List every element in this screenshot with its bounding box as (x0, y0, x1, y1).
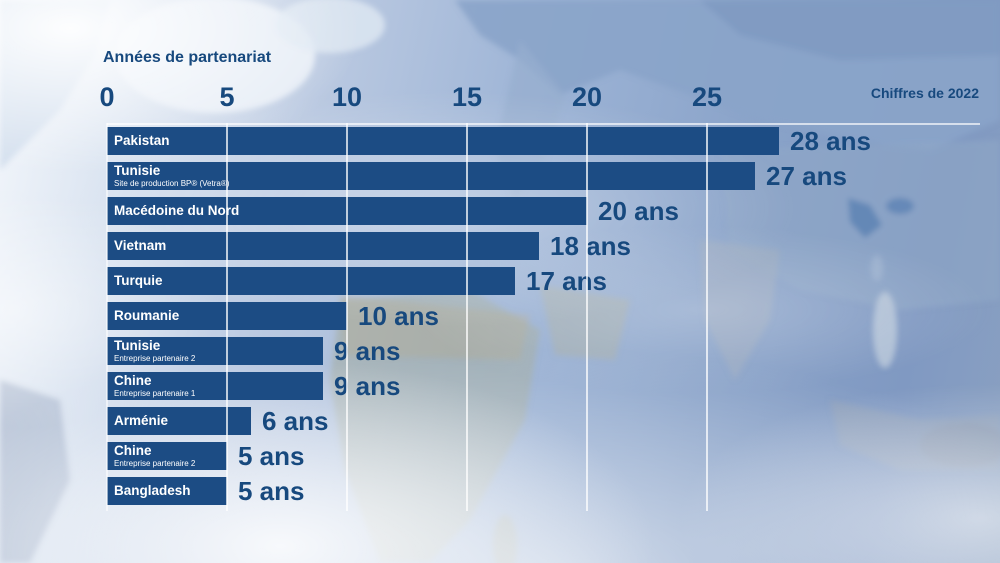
gridline (346, 123, 348, 511)
bar-row: Bangladesh 5 ans (107, 475, 305, 506)
country-label: Arménie (114, 413, 169, 428)
country-label: Turquie (114, 273, 163, 288)
bar-row: Chine Entreprise partenaire 2 5 ans (107, 440, 305, 471)
country-label: Roumanie (114, 308, 180, 323)
country-label: Bangladesh (114, 483, 191, 498)
value-label: 9 ans (334, 370, 401, 401)
bar-row: Pakistan 28 ans (107, 125, 871, 156)
bar: Chine Entreprise partenaire 1 (107, 372, 323, 400)
bar-row: Tunisie Entreprise partenaire 2 9 ans (107, 335, 401, 366)
bar: Chine Entreprise partenaire 2 (107, 442, 227, 470)
chart-title: Années de partenariat (103, 49, 272, 66)
value-label: 20 ans (598, 195, 679, 226)
bar: Bangladesh (107, 477, 227, 505)
value-label: 27 ans (766, 160, 847, 191)
axis-tick-label: 5 (219, 82, 235, 112)
bar-row: Macédoine du Nord 20 ans (107, 195, 679, 226)
country-label: Vietnam (114, 238, 167, 253)
axis-tick-label: 20 (571, 82, 603, 112)
value-label: 9 ans (334, 335, 401, 366)
axis-tick-label: 10 (331, 82, 363, 112)
country-sublabel: Site de production BP® (Vetra®) (114, 179, 230, 188)
country-sublabel: Entreprise partenaire 2 (114, 354, 196, 363)
country-label: Chine (114, 443, 152, 458)
axis-tick-label: 0 (99, 82, 115, 112)
value-label: 6 ans (262, 405, 329, 436)
country-sublabel: Entreprise partenaire 1 (114, 389, 196, 398)
value-label: 5 ans (238, 475, 305, 506)
bar-row: Arménie 6 ans (107, 405, 329, 436)
bar: Turquie (107, 267, 515, 295)
value-label: 5 ans (238, 440, 305, 471)
gridline (706, 123, 708, 511)
bar: Arménie (107, 407, 251, 435)
bar-row: Turquie 17 ans (107, 265, 607, 296)
value-label: 28 ans (790, 125, 871, 156)
country-label: Chine (114, 373, 152, 388)
country-label: Macédoine du Nord (114, 203, 240, 218)
figures-year-note: Chiffres de 2022 (870, 85, 979, 101)
zero-axis-line (106, 123, 108, 511)
axis-tick-label: 15 (451, 82, 483, 112)
country-label: Tunisie (114, 163, 161, 178)
bar: Tunisie Entreprise partenaire 2 (107, 337, 323, 365)
gridline (466, 123, 468, 511)
bar: Vietnam (107, 232, 539, 260)
country-label: Tunisie (114, 338, 161, 353)
value-label: 17 ans (526, 265, 607, 296)
bar: Tunisie Site de production BP® (Vetra®) (107, 162, 755, 190)
value-label: 10 ans (358, 300, 439, 331)
value-label: 18 ans (550, 230, 631, 261)
plot-top-border (107, 123, 980, 125)
bar-row: Chine Entreprise partenaire 1 9 ans (107, 370, 401, 401)
gridline (586, 123, 588, 511)
axis-tick-label: 25 (691, 82, 723, 112)
country-sublabel: Entreprise partenaire 2 (114, 459, 196, 468)
bar-row: Roumanie 10 ans (107, 300, 439, 331)
bar-row: Vietnam 18 ans (107, 230, 631, 261)
bar: Pakistan (107, 127, 779, 155)
bar-row: Tunisie Site de production BP® (Vetra®) … (107, 160, 847, 191)
country-label: Pakistan (114, 133, 170, 148)
gridline (226, 123, 228, 511)
